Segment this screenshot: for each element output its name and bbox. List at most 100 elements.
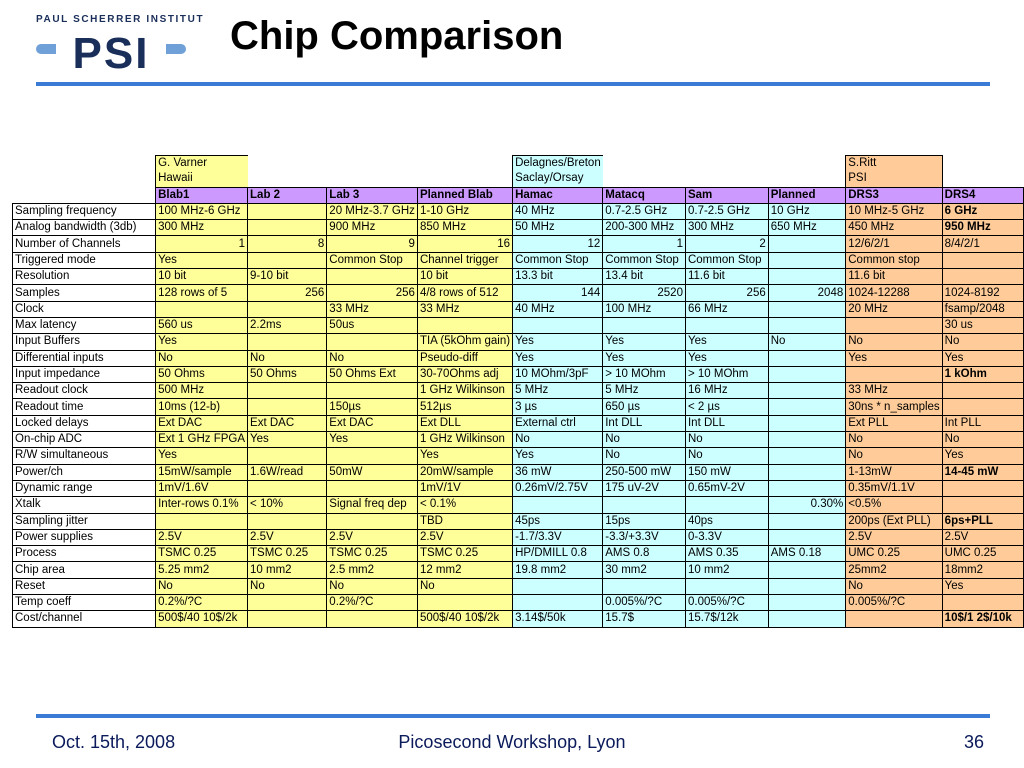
chip-header-0: Blab1 (155, 186, 249, 204)
table-cell (767, 431, 847, 449)
table-row: Input Buffers Yes TIA (5kOhm gain) Yes Yes Ye… (11, 333, 1024, 351)
table-cell: 40ps (684, 512, 769, 530)
chip-header-row: Blab1 Lab 2 Lab 3 Planned Blab Hamac Matacq Sa… (13, 186, 1024, 204)
row-label: Dynamic range (11, 479, 157, 498)
table-cell: 30ns * n_samples (845, 398, 943, 416)
table-cell: 25mm2 (845, 561, 943, 579)
table-cell: Pseudo-diff (416, 349, 514, 367)
table-cell: 1mV/1.6V (155, 479, 249, 498)
group-delagnes: Delagnes/Breton (512, 155, 603, 172)
table-cell: 175 uV-2V (602, 479, 686, 498)
table-cell (845, 365, 943, 384)
table-cell (845, 316, 943, 335)
table-cell: < 2 µs (684, 398, 769, 416)
table-cell: Yes (155, 447, 249, 465)
table-cell: No (602, 447, 686, 465)
table-row: Power/ch 15mW/sample 1.6W/read 50mW 20mW/sam… (11, 463, 1024, 481)
table-row: Locked delays Ext DAC Ext DAC Ext DAC Ext DL… (11, 414, 1024, 433)
logo-text: PAUL SCHERRER INSTITUT (36, 14, 205, 25)
table-cell: 0.005%/?C (845, 594, 943, 612)
table-cell: 10ms (12-b) (155, 398, 249, 416)
table-cell: 512µs (416, 398, 514, 416)
table-cell (602, 496, 686, 514)
table-cell: -1.7/3.3V (512, 528, 604, 547)
table-row: Readout time 10ms (12-b) 150µs 512µs 3 µs 650… (11, 398, 1024, 416)
table-cell (247, 202, 328, 221)
table-cell: 2.2ms (247, 316, 328, 335)
table-cell: No (155, 349, 249, 367)
table-cell: 650 µs (602, 398, 686, 416)
table-cell (767, 316, 847, 335)
table-cell: 20 MHz (845, 300, 943, 318)
table-cell: UMC 0.25 (941, 545, 1024, 563)
table-cell: 45ps (512, 512, 604, 530)
table-cell: Yes (684, 333, 769, 351)
table-cell: 4/8 rows of 512 (416, 284, 514, 302)
table-cell: Yes (512, 349, 604, 367)
table-cell: 12/6/2/1 (845, 235, 943, 253)
table-cell: 0.2%/?C (326, 594, 418, 612)
table-cell: 0.35mV/1.1V (845, 479, 943, 498)
table-cell (155, 512, 249, 530)
table-cell: 18mm2 (941, 561, 1024, 579)
table-row: Samples 128 rows of 5 256 256 4/8 rows of 51… (11, 284, 1024, 302)
table-cell (326, 382, 418, 400)
row-label: Sampling jitter (11, 512, 157, 530)
table-cell (602, 577, 686, 596)
table-row: Readout clock 500 MHz 1 GHz Wilkinson 5 MHz… (11, 382, 1024, 400)
row-label: R/W simultaneous (11, 447, 157, 465)
table-cell: Int DLL (684, 414, 769, 433)
row-label: Power supplies (11, 528, 157, 547)
table-cell (767, 594, 847, 612)
table-cell: 850 MHz (416, 219, 514, 237)
table-cell: No (845, 577, 943, 596)
row-label: Locked delays (11, 414, 157, 433)
table-cell: 256 (326, 284, 418, 302)
table-cell: 50 Ohms (155, 365, 249, 384)
table-cell: Common Stop (602, 251, 686, 270)
table-cell (326, 479, 418, 498)
table-cell: Ext 1 GHz FPGA (155, 431, 249, 449)
table-row: Reset No No No No No Yes (11, 577, 1024, 596)
row-label: Sampling frequency (11, 202, 157, 221)
table-cell: Yes (684, 349, 769, 367)
table-cell (602, 316, 686, 335)
table-cell: 3.14$/50k (512, 610, 604, 628)
table-cell (767, 235, 847, 253)
table-cell: No (941, 431, 1024, 449)
table-cell: 3 µs (512, 398, 604, 416)
table-cell: Yes (845, 349, 943, 367)
table-cell: 33 MHz (326, 300, 418, 318)
table-cell: 200ps (Ext PLL) (845, 512, 943, 530)
table-cell (767, 268, 847, 286)
table-cell: 300 MHz (684, 219, 769, 237)
table-cell: 9-10 bit (247, 268, 328, 286)
table-cell (326, 512, 418, 530)
table-cell: Ext DAC (155, 414, 249, 433)
table-cell: No (326, 349, 418, 367)
table-cell: 256 (247, 284, 328, 302)
group-varner-institute: Hawaii (155, 171, 248, 188)
chip-header-4: Hamac (512, 186, 604, 204)
table-cell: 50us (326, 316, 418, 335)
table-cell: 16 MHz (684, 382, 769, 400)
table-cell: 10 GHz (767, 202, 847, 221)
chip-header-1: Lab 2 (247, 186, 328, 204)
table-cell: 19.8 mm2 (512, 561, 604, 579)
table-cell: 15mW/sample (155, 463, 249, 481)
table-cell: 5 MHz (512, 382, 604, 400)
row-label: Readout clock (11, 382, 157, 400)
table-cell (941, 382, 1024, 400)
table-cell: Yes (416, 447, 514, 465)
table-cell: TBD (416, 512, 514, 530)
table-cell (512, 316, 604, 335)
table-cell: 200-300 MHz (602, 219, 686, 237)
chip-comparison-table: G. Varner Delagnes/Breton S.Ritt Hawaii … (11, 155, 1024, 628)
table-cell: HP/DMILL 0.8 (512, 545, 604, 563)
table-cell: No (326, 577, 418, 596)
table-cell (767, 528, 847, 547)
table-cell: 5.25 mm2 (155, 561, 249, 579)
table-cell (767, 610, 847, 628)
table-cell: 13.3 bit (512, 268, 604, 286)
table-cell (941, 479, 1024, 498)
